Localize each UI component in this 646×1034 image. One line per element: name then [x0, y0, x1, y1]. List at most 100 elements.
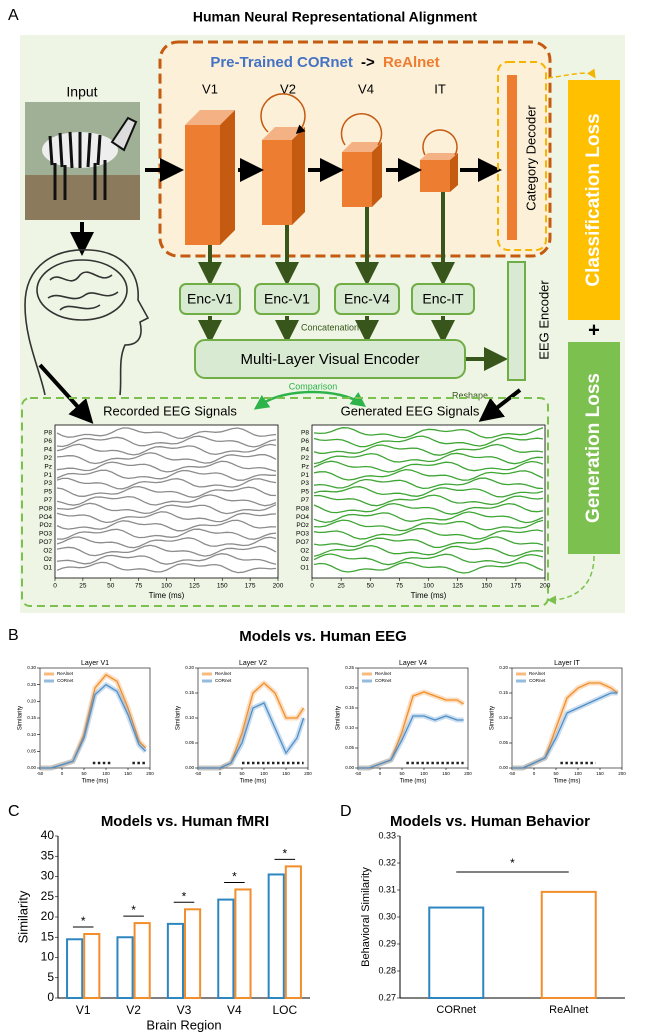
concatenation-label: Concatenation	[301, 322, 359, 332]
recorded-label: Recorded EEG Signals	[103, 403, 237, 418]
x-tick-label: 125	[189, 583, 200, 590]
eeg-encoder-label: EEG Encoder	[536, 280, 551, 360]
x-axis-label: Time (ms)	[149, 591, 185, 600]
legend-label: CORnet	[375, 678, 392, 683]
channel-label: PO7	[296, 539, 309, 546]
chart-title: Models vs. Human Behavior	[390, 813, 590, 830]
x-tick-label: 150	[442, 771, 450, 776]
y-tick-label: 0.10	[185, 715, 194, 720]
y-axis-label: Behavioral Similarity	[360, 867, 372, 967]
channel-label: O1	[43, 564, 52, 571]
x-tick-label: -50	[37, 771, 44, 776]
channel-label: PO7	[39, 539, 52, 546]
x-tick-label: 100	[260, 771, 268, 776]
panel-label: B	[8, 627, 19, 644]
panel-a: A Human Neural Representational Alignmen…	[8, 7, 625, 613]
x-tick-label: 100	[102, 771, 110, 776]
channel-label: P6	[44, 438, 52, 445]
x-tick-label: 0	[61, 771, 64, 776]
y-tick-label: 0.05	[185, 740, 194, 745]
annotation: *	[182, 889, 187, 903]
encoder-label: Enc-IT	[422, 291, 464, 307]
y-tick-label: 0.05	[345, 745, 354, 750]
x-axis-label: Time (ms)	[240, 779, 267, 785]
x-axis-label: Brain Region	[146, 1017, 221, 1032]
channel-label: P1	[44, 472, 52, 479]
layer-label: V4	[358, 81, 374, 96]
y-tick-label: 0.00	[499, 765, 508, 770]
channel-label: P7	[301, 497, 309, 504]
x-tick-label: 200	[464, 771, 472, 776]
channel-label: P6	[301, 438, 309, 445]
bar	[269, 874, 284, 998]
channel-label: P5	[301, 489, 309, 496]
x-tick-label: 100	[574, 771, 582, 776]
y-axis-label: Similarity	[15, 890, 30, 943]
encoder-label: Enc-V1	[264, 291, 310, 307]
series-line	[358, 692, 464, 768]
channel-label: P3	[44, 480, 52, 487]
x-tick-label: 50	[81, 771, 87, 776]
channel-label: PO4	[39, 514, 52, 521]
x-tick-label: V4	[227, 1003, 242, 1017]
x-tick-label: 200	[618, 771, 626, 776]
y-tick-label: 40	[41, 828, 55, 842]
channel-label: PO3	[39, 531, 52, 538]
legend-label: CORnet	[215, 678, 232, 683]
channel-label: Pz	[44, 463, 52, 470]
model-header: Pre-Trained CORnet -> ReAlnet	[210, 54, 439, 71]
encoder-label: Enc-V1	[187, 291, 233, 307]
bar	[429, 908, 483, 998]
x-tick-label: 75	[396, 583, 404, 590]
y-tick-label: 0.28	[378, 965, 396, 975]
annotation: *	[232, 870, 237, 884]
x-tick-label: 0	[53, 583, 57, 590]
layer-label: IT	[434, 81, 446, 96]
x-tick-label: 100	[161, 583, 172, 590]
y-axis-label: Similarity	[490, 706, 496, 730]
y-tick-label: 0.31	[378, 884, 396, 894]
y-tick-label: 0.10	[27, 732, 36, 737]
bar	[218, 900, 233, 998]
channel-label: PO3	[296, 531, 309, 538]
channel-label: O2	[300, 547, 309, 554]
x-axis-label: Time (ms)	[554, 779, 581, 785]
eeg-plot-recorded: P8P6P4P2PzP1P3P5P7PO8PO4POzPO3PO7O2OzO10…	[39, 425, 284, 600]
panel-label: C	[8, 803, 20, 820]
x-tick-label: 0	[310, 583, 314, 590]
y-tick-label: 30	[41, 869, 55, 883]
x-tick-label: 150	[217, 583, 228, 590]
plus: +	[588, 319, 600, 341]
x-tick-label: 150	[282, 771, 290, 776]
figure: A Human Neural Representational Alignmen…	[0, 0, 646, 1034]
x-tick-label: 175	[245, 583, 256, 590]
x-tick-label: 200	[146, 771, 154, 776]
x-axis-label: Time (ms)	[400, 779, 427, 785]
chart-title: Models vs. Human fMRI	[101, 813, 269, 830]
y-tick-label: 0.20	[185, 665, 194, 670]
x-tick-label: -50	[355, 771, 362, 776]
x-tick-label: 50	[553, 771, 559, 776]
channel-label: P8	[301, 430, 309, 437]
x-tick-label: 150	[596, 771, 604, 776]
chart-title: Layer V1	[81, 660, 109, 667]
classification-label: Classification Loss	[583, 113, 604, 286]
series-band	[198, 703, 304, 768]
y-tick-label: 0.20	[499, 665, 508, 670]
x-tick-label: 25	[338, 583, 346, 590]
legend-label: ReAlnet	[375, 671, 392, 676]
reshape-label: Reshape	[452, 390, 488, 400]
header-right: ReAlnet	[383, 54, 440, 71]
generation-label: Generation Loss	[583, 373, 604, 523]
decoder-label: Category Decoder	[523, 105, 538, 211]
y-tick-label: 0	[47, 990, 54, 1004]
input-label: Input	[66, 84, 97, 100]
header-left: Pre-Trained CORnet	[210, 54, 353, 71]
visual-encoder-label: Multi-Layer Visual Encoder	[241, 351, 420, 368]
x-tick-label: 0	[533, 771, 536, 776]
x-tick-label: 150	[124, 771, 132, 776]
y-tick-label: 0.32	[378, 857, 396, 867]
channel-label: P4	[44, 447, 52, 454]
x-tick-label: V3	[177, 1003, 192, 1017]
